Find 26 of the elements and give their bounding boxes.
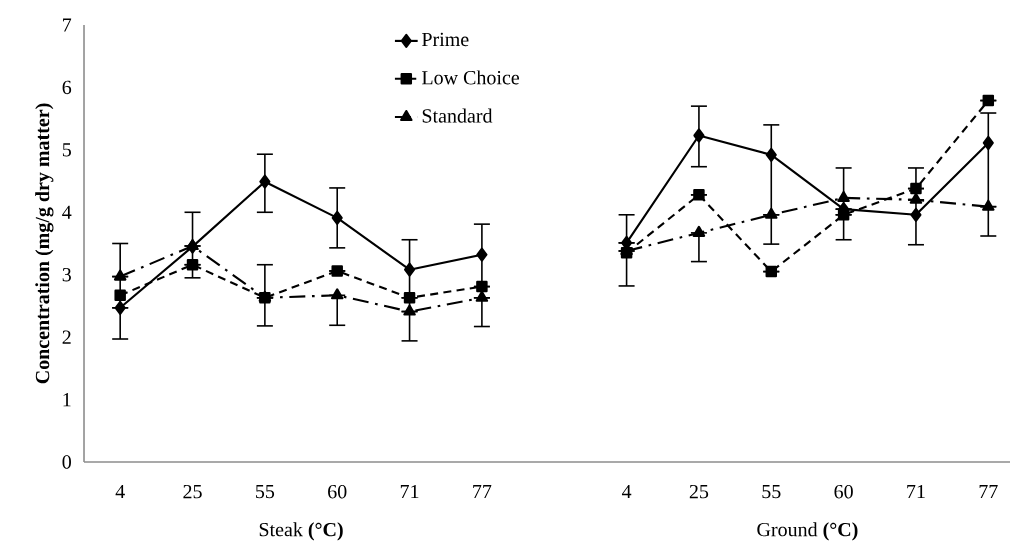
x-tick-label: 55 bbox=[256, 484, 275, 499]
legend-label: Prime bbox=[422, 32, 469, 47]
y-tick-label: 1 bbox=[63, 392, 71, 407]
x-tick-label: 25 bbox=[183, 484, 202, 499]
y-tick-label: 7 bbox=[63, 18, 72, 32]
x-tick-label: 4 bbox=[115, 484, 125, 499]
y-axis-title: Concentration (mg/g dry matter) bbox=[35, 103, 54, 384]
text: Ground (°C) bbox=[757, 522, 858, 541]
x-tick-label: 77 bbox=[979, 484, 998, 499]
x-tick-label: 77 bbox=[473, 484, 492, 499]
x-tick-label: 25 bbox=[689, 484, 709, 499]
x-tick-label: 60 bbox=[834, 484, 853, 499]
x-tick-label: 71 bbox=[907, 484, 925, 499]
y-tick-label: 3 bbox=[62, 267, 71, 282]
y-tick-label: 4 bbox=[62, 205, 72, 219]
y-tick-label: 5 bbox=[62, 143, 71, 157]
y-tick-label: 0 bbox=[62, 455, 71, 469]
y-tick-label: 6 bbox=[62, 80, 72, 95]
text: Steak (°C) bbox=[259, 522, 343, 541]
x-tick-label: 60 bbox=[328, 484, 347, 499]
x-tick-label: 55 bbox=[762, 484, 781, 499]
legend-label: Standard bbox=[422, 108, 493, 123]
y-tick-label: 2 bbox=[62, 330, 71, 344]
x-tick-label: 4 bbox=[621, 484, 632, 499]
x-tick-label: 71 bbox=[400, 484, 419, 499]
legend-label: Low Choice bbox=[422, 70, 520, 85]
